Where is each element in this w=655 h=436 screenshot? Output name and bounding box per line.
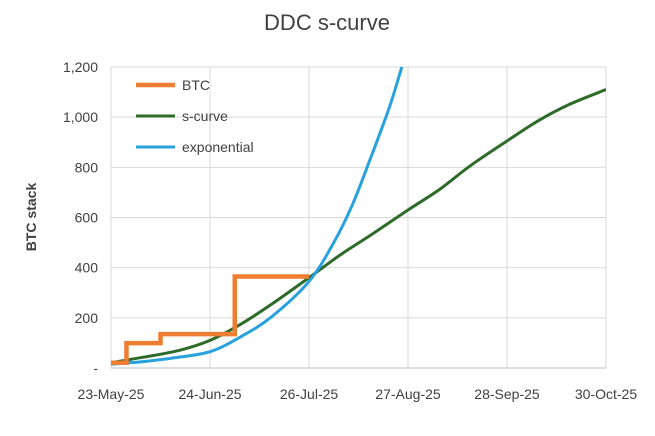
x-tick-label: 27-Aug-25 — [375, 386, 441, 402]
x-tick-label: 23-May-25 — [78, 386, 145, 402]
y-tick-label: 1,200 — [63, 59, 98, 75]
x-tick-label: 26-Jul-25 — [280, 386, 339, 402]
series-layer — [111, 66, 606, 366]
y-axis-title: BTC stack — [23, 183, 39, 252]
x-tick-label: 28-Sep-25 — [474, 386, 540, 402]
y-tick-label: 1,000 — [63, 109, 98, 125]
legend-label-btc: BTC — [182, 77, 210, 93]
y-tick-label: 400 — [75, 260, 99, 276]
series-line-btc — [111, 274, 309, 365]
chart-title: DDC s-curve — [264, 10, 390, 35]
y-tick-label: 800 — [75, 159, 99, 175]
axis-layer: - 200 400 600 800 1,000 1,200 23-May-25 24-Jun-2… — [63, 59, 637, 402]
legend-label-s-curve: s-curve — [182, 108, 228, 124]
legend: BTC s-curve exponential — [136, 77, 254, 155]
series-line-s-curve — [111, 88, 606, 365]
legend-label-exponential: exponential — [182, 139, 254, 155]
y-tick-label: 200 — [75, 310, 99, 326]
x-tick-label: 30-Oct-25 — [575, 386, 637, 402]
series-line-exponential — [111, 66, 404, 366]
grid-layer — [110, 66, 607, 368]
x-tick-label: 24-Jun-25 — [178, 386, 241, 402]
y-tick-label: - — [93, 360, 98, 376]
y-tick-label: 600 — [75, 210, 99, 226]
